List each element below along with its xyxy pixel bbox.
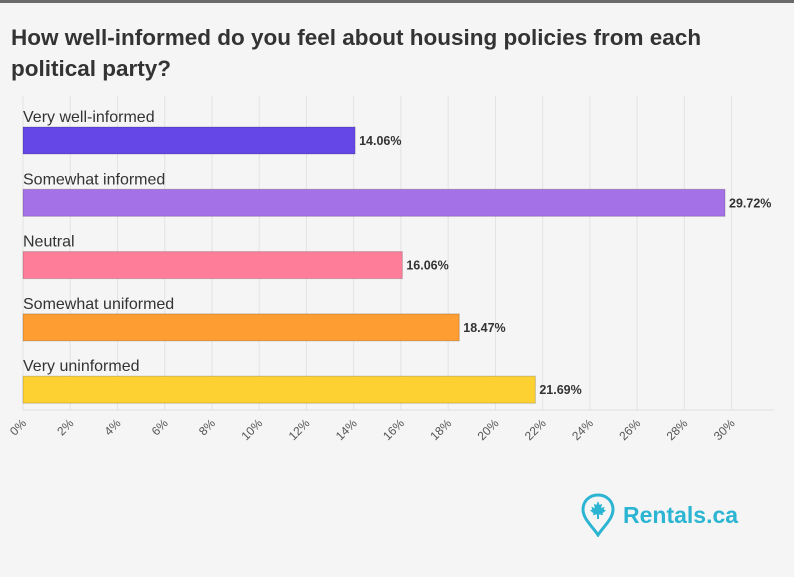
x-tick-label: 16% <box>380 416 407 443</box>
x-tick-label: 4% <box>101 416 123 438</box>
bars: Very well-informed 14.06% Somewhat informe… <box>22 109 771 404</box>
x-tick-label: 20% <box>475 416 502 443</box>
maple-leaf-pin-icon <box>581 493 615 537</box>
bar <box>22 188 726 217</box>
value-label: 18.47% <box>463 321 505 335</box>
x-tick-label: 28% <box>664 416 691 443</box>
category-label: Somewhat informed <box>23 171 165 188</box>
category-label: Very uninformed <box>23 358 140 375</box>
bar <box>22 313 460 342</box>
category-label: Neutral <box>23 234 75 251</box>
value-label: 21.69% <box>539 383 581 397</box>
x-tick-label: 0% <box>7 416 29 438</box>
value-label: 14.06% <box>359 134 401 148</box>
x-tick-label: 14% <box>333 416 360 443</box>
value-label: 29.72% <box>729 196 771 210</box>
bar <box>22 251 403 280</box>
value-label: 16.06% <box>406 259 448 273</box>
bar <box>22 375 536 404</box>
x-tick-label: 26% <box>616 416 643 443</box>
x-tick-label: 10% <box>238 416 265 443</box>
x-tick-label: 30% <box>711 416 738 443</box>
x-axis-ticks: 0% 2% 4% 6% 8% 10% 12% 14% 16% 18% 20% 22% 24% 26% 28%… <box>7 416 738 443</box>
category-label: Somewhat uniformed <box>23 296 174 313</box>
x-tick-label: 6% <box>149 416 171 438</box>
x-tick-label: 12% <box>286 416 313 443</box>
x-tick-label: 2% <box>54 416 76 438</box>
category-label: Very well-informed <box>23 109 155 126</box>
top-border <box>0 0 794 3</box>
bar <box>22 126 356 155</box>
chart-title: How well-informed do you feel about hous… <box>11 25 702 81</box>
x-tick-label: 22% <box>522 416 549 443</box>
x-tick-label: 18% <box>427 416 454 443</box>
x-tick-label: 24% <box>569 416 596 443</box>
logo-text: Rentals.ca <box>623 502 739 528</box>
rentals-logo: Rentals.ca <box>581 493 738 537</box>
x-tick-label: 8% <box>196 416 218 438</box>
